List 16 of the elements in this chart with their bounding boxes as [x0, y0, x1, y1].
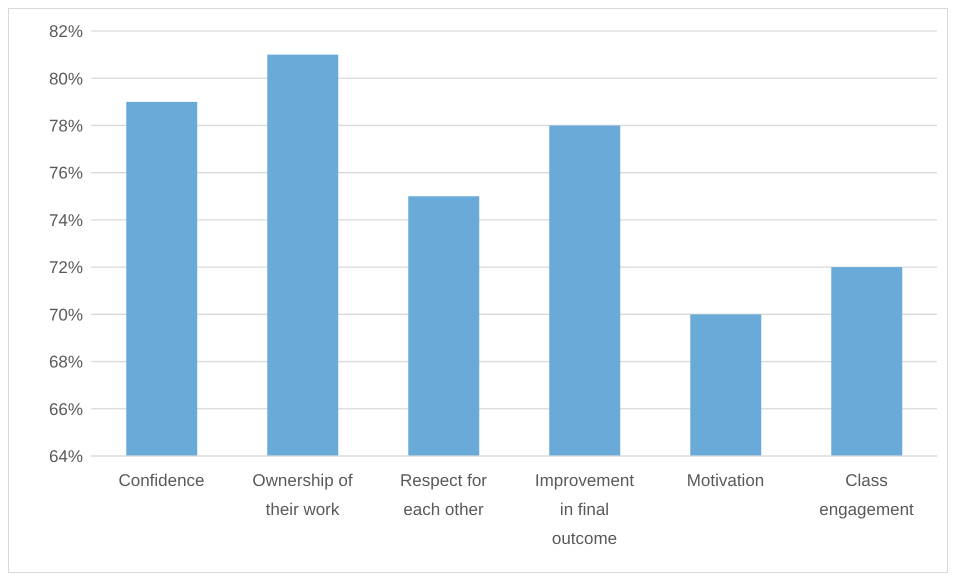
y-tick-label: 80%	[48, 69, 83, 88]
y-tick-label: 66%	[48, 400, 83, 419]
x-tick-label: Improvement in final outcome	[534, 471, 634, 548]
x-tick-label: Class engagement	[819, 471, 914, 519]
y-tick-label: 82%	[48, 22, 83, 42]
x-tick-label: Ownership of their work	[252, 471, 353, 519]
y-tick-label: 64%	[48, 447, 83, 466]
y-tick-label: 76%	[48, 164, 83, 183]
y-tick-label: 68%	[48, 352, 83, 372]
y-tick-label: 78%	[48, 116, 83, 136]
y-tick-label: 72%	[48, 258, 83, 278]
y-tick-label: 70%	[48, 305, 83, 324]
x-tick-label: Motivation	[686, 471, 764, 490]
y-tick-label: 74%	[48, 210, 83, 230]
x-tick-label: Respect for each other	[400, 471, 488, 519]
x-tick-label: Confidence	[118, 471, 205, 490]
